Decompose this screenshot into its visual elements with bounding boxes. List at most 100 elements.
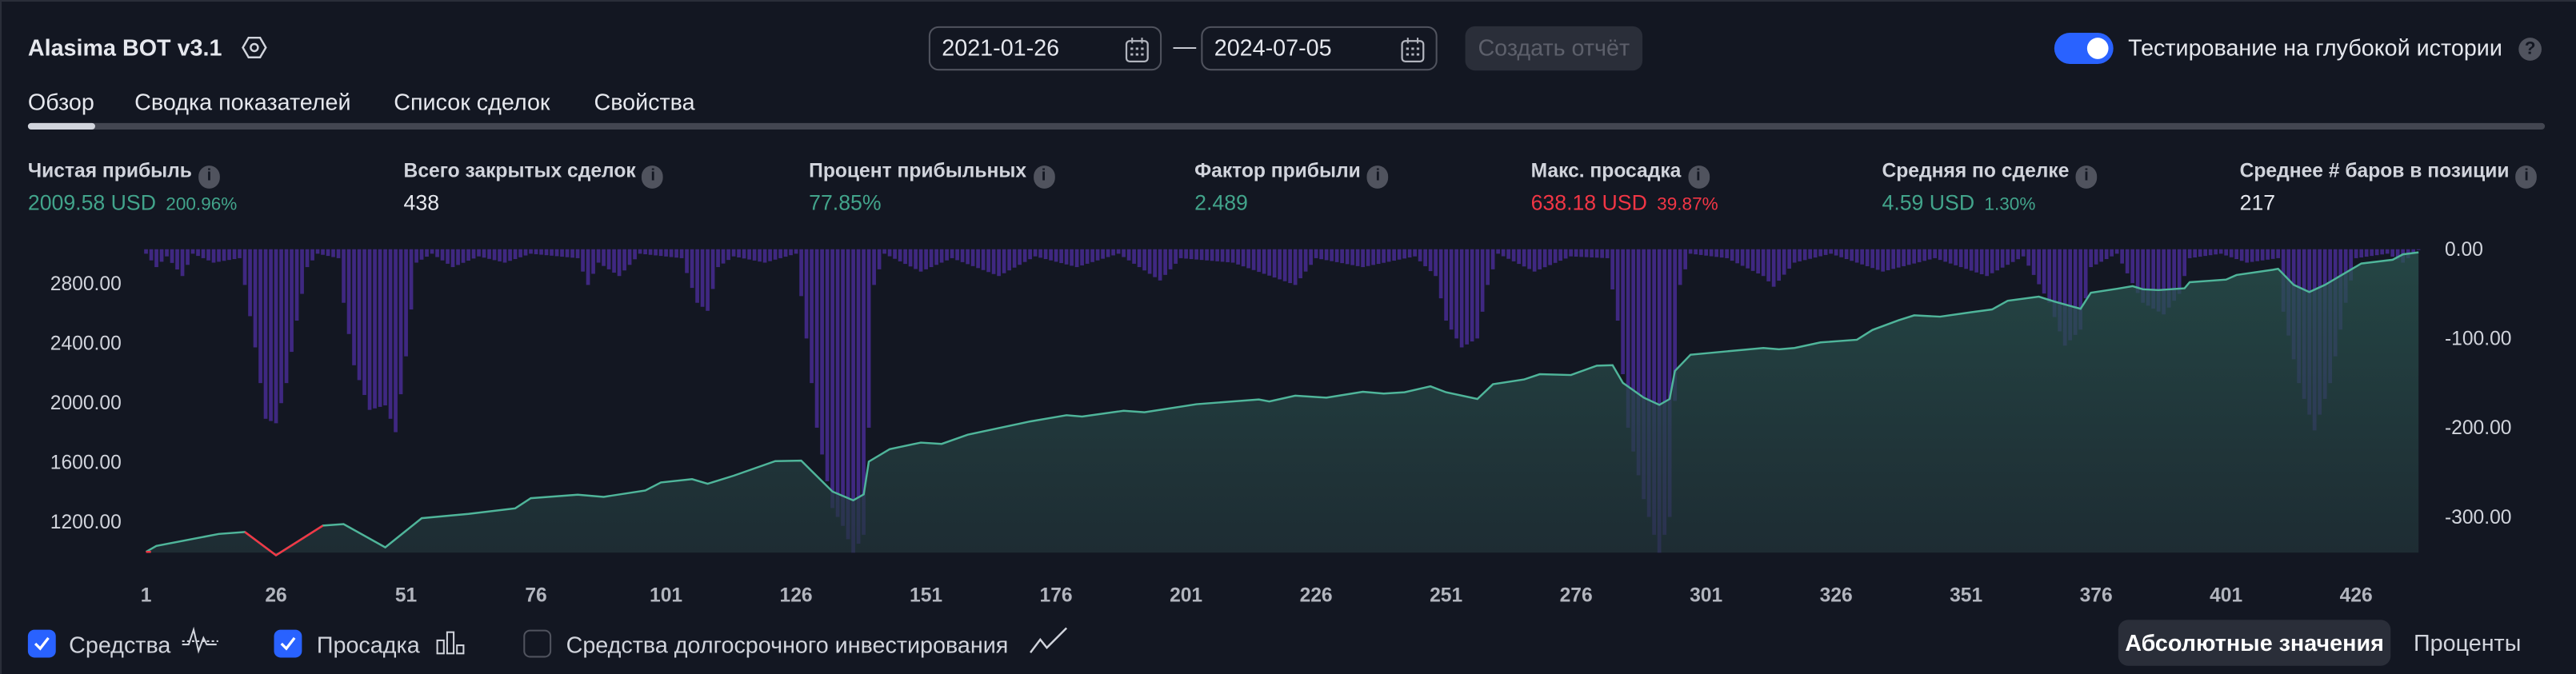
drawdown-bar xyxy=(700,249,705,307)
drawdown-bar xyxy=(1766,249,1770,281)
drawdown-bar xyxy=(544,249,549,256)
drawdown-bar xyxy=(1215,249,1219,261)
metric-max-drawdown-value: 638.18 USD 39.87% xyxy=(1531,190,1718,215)
drawdown-bar xyxy=(300,249,304,294)
drawdown-bar xyxy=(908,249,913,267)
help-icon[interactable]: ? xyxy=(2518,38,2542,61)
drawdown-bar xyxy=(2006,249,2010,265)
metric-percent: 1.30% xyxy=(1984,195,2036,215)
percent-button[interactable]: Проценты xyxy=(2414,629,2522,656)
drawdown-bar xyxy=(1085,249,1090,264)
date-from-input[interactable]: 2021-01-26 xyxy=(928,26,1162,71)
drawdown-bar xyxy=(1818,249,1822,257)
drawdown-bar xyxy=(581,249,585,272)
info-icon[interactable]: i xyxy=(642,166,664,189)
deep-history-toggle[interactable] xyxy=(2054,33,2114,64)
drawdown-bar xyxy=(1324,249,1329,261)
drawdown-bar xyxy=(804,249,809,339)
drawdown-bar xyxy=(2214,249,2218,255)
drawdown-bar xyxy=(1241,249,1246,267)
drawdown-bar xyxy=(2395,249,2400,260)
drawdown-bar xyxy=(2068,249,2073,341)
drawdown-bar xyxy=(950,249,954,258)
drawdown-bar xyxy=(1688,249,1693,254)
tabs-scrollbar[interactable] xyxy=(27,122,2546,130)
drawdown-bar xyxy=(758,249,762,262)
drawdown-bar xyxy=(685,249,689,273)
info-icon[interactable]: i xyxy=(2075,166,2098,189)
buy-hold-checkbox[interactable] xyxy=(523,629,552,658)
drawdown-bar xyxy=(2276,249,2281,258)
drawdown-bar xyxy=(217,249,221,262)
drawdown-bar xyxy=(575,249,580,258)
tab-trades-list[interactable]: Список сделок xyxy=(394,88,550,115)
absolute-values-button[interactable]: Абсолютные значения xyxy=(2118,620,2391,666)
drawdown-bar xyxy=(1750,249,1755,271)
x-axis-tick-label: 226 xyxy=(1300,585,1333,607)
drawdown-bar xyxy=(1444,249,1448,321)
tab-performance-summary[interactable]: Сводка показателей xyxy=(134,88,351,115)
drawdown-bar xyxy=(471,249,476,259)
drawdown-bar xyxy=(2026,249,2031,266)
drawdown-bar xyxy=(1101,249,1105,259)
drawdown-bar xyxy=(2208,249,2213,256)
drawdown-bar xyxy=(550,249,554,256)
metric-percent: 39.87% xyxy=(1657,195,1718,215)
metric-value: 638.18 USD xyxy=(1530,189,1647,215)
drawdown-bar xyxy=(2000,249,2005,268)
create-report-button[interactable]: Создать отчёт xyxy=(1465,26,1643,71)
metric-profit-factor-label: Фактор прибыли i xyxy=(1194,159,1389,189)
drawdown-bar xyxy=(2374,249,2379,256)
drawdown-bar xyxy=(1964,249,1968,269)
drawdown-bar xyxy=(1205,249,1209,261)
date-to-input[interactable]: 2024-07-05 xyxy=(1201,26,1438,71)
calendar-icon[interactable] xyxy=(1400,36,1426,64)
calendar-icon[interactable] xyxy=(1124,36,1150,64)
drawdown-bar xyxy=(165,249,169,257)
info-icon[interactable]: i xyxy=(2515,166,2538,189)
tab-properties[interactable]: Свойства xyxy=(594,88,695,115)
drawdown-bar xyxy=(1382,249,1386,263)
equity-drawdown-chart[interactable]: 2800.00 2400.00 2000.00 1600.00 1200.00 0.00… xyxy=(0,229,2576,615)
drawdown-bar xyxy=(1506,249,1510,259)
drawdown-bar xyxy=(321,249,325,255)
drawdown-bar xyxy=(591,249,595,274)
drawdown-bar xyxy=(1844,249,1849,260)
hexagon-settings-icon[interactable] xyxy=(241,34,267,61)
drawdown-bar xyxy=(638,249,642,254)
drawdown-bar xyxy=(1194,249,1198,260)
drawdown-bar xyxy=(477,249,481,257)
left-axis-tick-label: 2400.00 xyxy=(50,333,122,354)
drawdown-bar xyxy=(2255,249,2260,261)
drawdown-bar xyxy=(1673,249,1677,401)
drawdown-bar xyxy=(2047,249,2052,303)
drawdown-bar xyxy=(1496,249,1500,254)
drawdown-bar xyxy=(606,249,611,269)
info-icon[interactable]: i xyxy=(1687,166,1710,189)
drawdown-bar xyxy=(1095,249,1100,261)
drawdown-bar xyxy=(414,249,418,263)
info-icon[interactable]: i xyxy=(1033,166,1054,189)
drawdown-bar xyxy=(357,249,362,381)
x-axis-tick-label: 301 xyxy=(1690,585,1722,607)
drawdown-bar xyxy=(586,249,590,285)
info-icon[interactable]: i xyxy=(198,166,220,189)
drawdown-bar xyxy=(305,249,310,268)
drawdown-bar xyxy=(222,249,226,261)
info-icon[interactable]: i xyxy=(1366,166,1389,189)
drawdown-bar xyxy=(2162,249,2166,315)
drawdown-bar xyxy=(1230,249,1235,263)
drawdown-bar xyxy=(2031,249,2036,275)
equity-checkbox[interactable] xyxy=(27,629,56,658)
drawdown-bar xyxy=(612,249,616,273)
drawdown-bar xyxy=(2042,249,2046,294)
drawdown-bar xyxy=(830,249,834,508)
tab-overview[interactable]: Обзор xyxy=(27,88,94,115)
drawdown-bar xyxy=(742,249,746,259)
top-divider xyxy=(0,0,2576,2)
drawdown-checkbox[interactable] xyxy=(274,629,302,658)
drawdown-bar xyxy=(2349,249,2354,281)
tabs-scrollbar-thumb[interactable] xyxy=(27,122,95,130)
drawdown-bar xyxy=(2062,249,2067,346)
drawdown-bar xyxy=(1470,249,1474,342)
